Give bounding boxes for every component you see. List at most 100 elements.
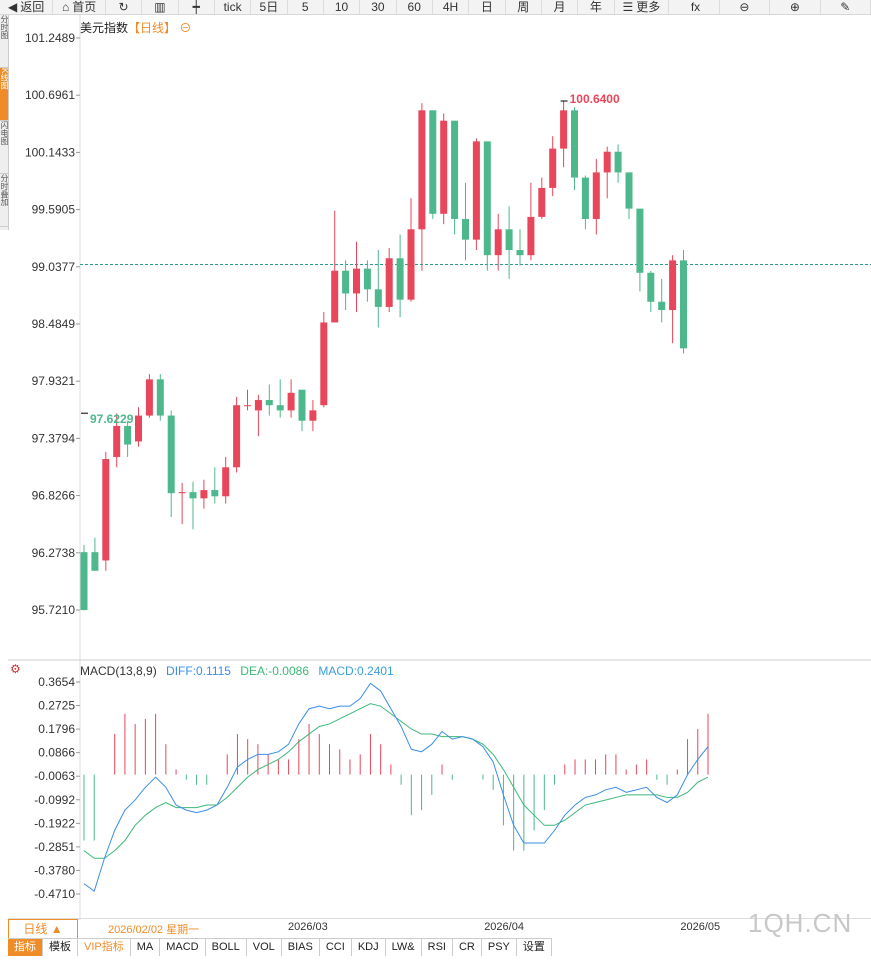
toolbar-button-12[interactable]: 日 bbox=[469, 0, 506, 14]
toolbar-button-11[interactable]: 4H bbox=[433, 0, 470, 14]
candle-body bbox=[124, 425, 132, 445]
current-date-label: 2026/02/02 星期一 bbox=[108, 924, 200, 936]
x-axis-label: 2026/03 bbox=[288, 921, 328, 933]
macd-tick-label: -0.0063 bbox=[34, 769, 75, 783]
toolbar-label: tick bbox=[223, 0, 242, 14]
price-tick-label: 101.2489 bbox=[25, 31, 75, 45]
toolbar-button-2[interactable]: ↻ bbox=[106, 0, 143, 14]
price-tick-label: 100.1433 bbox=[25, 145, 75, 159]
candle-body bbox=[472, 141, 480, 240]
candle-body bbox=[145, 379, 153, 416]
left-tab-0[interactable]: 分时图 bbox=[0, 15, 8, 68]
macd-tick-label: 0.0866 bbox=[38, 746, 75, 760]
candle-body bbox=[167, 415, 175, 494]
candle-body bbox=[407, 229, 415, 300]
toolbar-button-15[interactable]: 年 bbox=[578, 0, 615, 14]
indicator-tab-RSI[interactable]: RSI bbox=[422, 939, 453, 956]
indicator-tab-LW&[interactable]: LW& bbox=[386, 939, 422, 956]
toolbar-button-5[interactable]: tick bbox=[215, 0, 252, 14]
indicator-tab-模板[interactable]: 模板 bbox=[43, 939, 78, 956]
toolbar-label: 年 bbox=[589, 0, 602, 14]
price-tick-label: 98.4849 bbox=[32, 317, 76, 331]
indicator-tabs: 指标 模板 VIP指标 MA MACD BOLL VOL BIAS CCI KDJ LW& RSI CR… bbox=[8, 938, 552, 957]
price-tick-label: 97.3794 bbox=[32, 431, 76, 445]
candle-body bbox=[505, 229, 513, 251]
candle-body bbox=[211, 490, 219, 497]
period-selector[interactable]: 日线 ▲ bbox=[8, 919, 78, 939]
indicator-tab-CR[interactable]: CR bbox=[453, 939, 482, 956]
left-tab-1[interactable]: K线图 bbox=[0, 68, 8, 121]
candle-body bbox=[680, 260, 687, 349]
candle-body bbox=[429, 110, 437, 214]
candle-body bbox=[102, 459, 110, 561]
candle-body bbox=[135, 415, 142, 442]
indicator-tab-CCI[interactable]: CCI bbox=[320, 939, 352, 956]
indicator-tab-BOLL[interactable]: BOLL bbox=[206, 939, 247, 956]
toolbar-button-1[interactable]: ⌂ 首页 bbox=[53, 0, 106, 14]
candle-body bbox=[603, 151, 611, 173]
toolbar-button-20[interactable]: ✎ bbox=[821, 0, 871, 14]
toolbar-button-19[interactable]: ⊕ bbox=[770, 0, 821, 14]
toolbar-button-8[interactable]: 10 bbox=[324, 0, 361, 14]
toolbar-label: 日 bbox=[480, 0, 493, 14]
toolbar-button-0[interactable]: ◀ 返回 bbox=[0, 0, 54, 14]
price-tick-label: 96.2738 bbox=[32, 546, 76, 560]
candle-body bbox=[516, 250, 524, 256]
candle-body bbox=[353, 268, 360, 294]
price-tick-label: 99.5905 bbox=[32, 203, 76, 217]
indicator-tab-MA[interactable]: MA bbox=[131, 939, 161, 956]
indicator-tab-BIAS[interactable]: BIAS bbox=[282, 939, 320, 956]
left-tab-strip: 分时图 K线图 闪电图 分时叠加 bbox=[0, 15, 9, 230]
toolbar-button-14[interactable]: 月 bbox=[542, 0, 579, 14]
candle-body bbox=[309, 410, 317, 421]
candle-body bbox=[396, 258, 404, 300]
indicator-tab-MACD[interactable]: MACD bbox=[160, 939, 206, 956]
candle-body bbox=[200, 490, 208, 499]
left-tab-2[interactable]: 闪电图 bbox=[0, 121, 8, 174]
refresh-icon: ↻ bbox=[118, 0, 129, 14]
candle-body bbox=[222, 467, 230, 497]
menu-icon: ☰ bbox=[622, 0, 634, 14]
candle-body bbox=[189, 492, 197, 499]
back-arrow-icon: ◀ bbox=[8, 0, 18, 14]
macd-tick-label: 0.1796 bbox=[38, 722, 75, 736]
toolbar-button-9[interactable]: 30 bbox=[360, 0, 397, 14]
candle-body bbox=[625, 172, 633, 209]
candle-body bbox=[527, 216, 535, 256]
candle-body bbox=[418, 110, 426, 230]
toolbar-label: 10 bbox=[334, 0, 349, 14]
home-icon: ⌂ bbox=[61, 0, 70, 14]
candle-body bbox=[451, 120, 459, 219]
toolbar-label: 5日 bbox=[259, 0, 279, 14]
toolbar-button-13[interactable]: 周 bbox=[506, 0, 542, 14]
toolbar-button-16[interactable]: ☰ 更多 bbox=[615, 0, 670, 14]
zoom-in-icon: ⊕ bbox=[789, 0, 800, 14]
settings-gear-icon[interactable]: ⚙ bbox=[10, 662, 21, 676]
toolbar-button-17[interactable]: fx bbox=[669, 0, 720, 14]
indicator-tab-KDJ[interactable]: KDJ bbox=[352, 939, 386, 956]
indicator-tab-设置[interactable]: 设置 bbox=[517, 939, 552, 956]
indicator-tab-VIP指标[interactable]: VIP指标 bbox=[78, 939, 131, 956]
indicator-tab-PSY[interactable]: PSY bbox=[482, 939, 517, 956]
candle-body bbox=[363, 268, 371, 290]
toolbar-button-7[interactable]: 5 bbox=[288, 0, 324, 14]
toolbar-button-3[interactable]: ▥ bbox=[142, 0, 179, 14]
price-tick-label: 99.0377 bbox=[32, 260, 76, 274]
zoom-out-icon: ⊖ bbox=[739, 0, 750, 14]
indicator-tab-VOL[interactable]: VOL bbox=[247, 939, 282, 956]
left-tab-3[interactable]: 分时叠加 bbox=[0, 174, 8, 227]
candle-body bbox=[233, 405, 241, 468]
x-axis-label: 2026/04 bbox=[484, 921, 524, 933]
candle-body bbox=[385, 258, 393, 307]
toolbar-button-10[interactable]: 60 bbox=[397, 0, 433, 14]
toolbar-button-18[interactable]: ⊖ bbox=[720, 0, 771, 14]
toolbar-button-6[interactable]: 5日 bbox=[251, 0, 288, 14]
collapse-toggle-icon[interactable]: ⊖ bbox=[179, 21, 192, 35]
dea-line bbox=[83, 703, 709, 859]
chart-area[interactable]: 101.2489 100.6961 100.1433 99.5905 99.0377 98… bbox=[0, 15, 871, 920]
candle-body bbox=[254, 400, 262, 411]
indicator-tab-指标[interactable]: 指标 bbox=[8, 939, 43, 956]
toolbar-button-4[interactable]: ┿ bbox=[179, 0, 215, 14]
x-axis-label: 2026/05 bbox=[680, 921, 721, 933]
candle-body bbox=[80, 552, 88, 611]
